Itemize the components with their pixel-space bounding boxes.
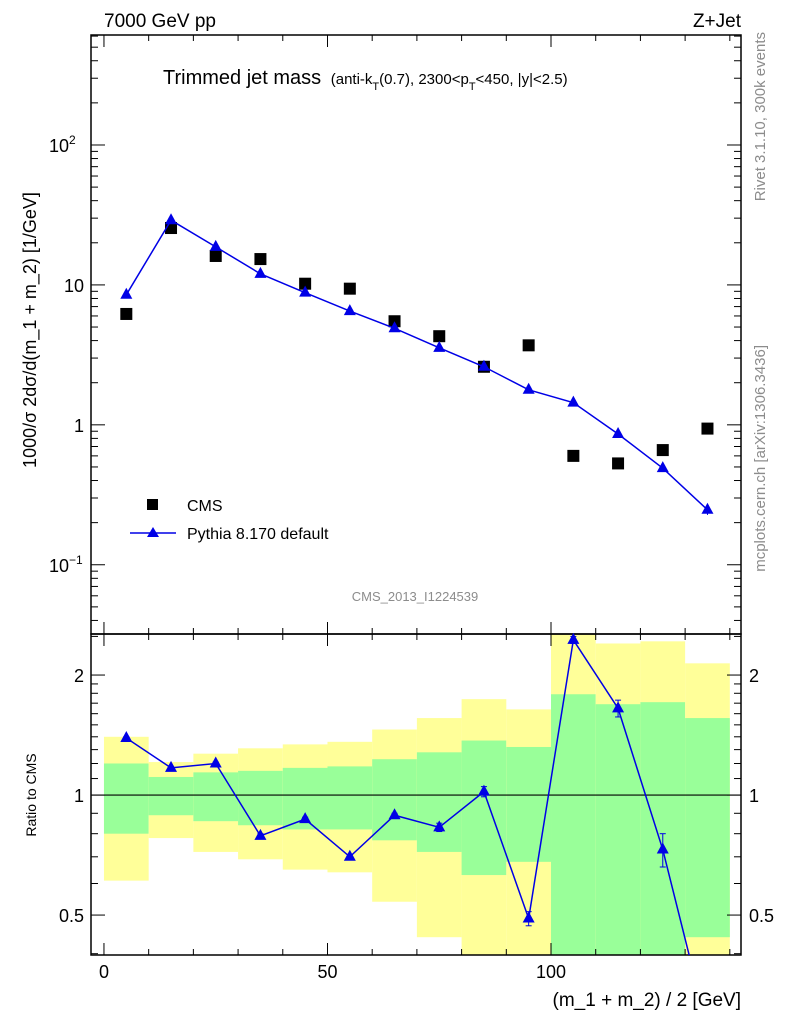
- y-tick-label: 102: [49, 133, 76, 156]
- pythia-point: [522, 382, 535, 394]
- stat-uncertainty-band: [685, 718, 730, 938]
- header-right: Z+Jet: [693, 11, 742, 32]
- ratio-point: [343, 849, 356, 861]
- pythia-point: [299, 285, 312, 297]
- pythia-point: [165, 213, 178, 225]
- y-axis-label: 1000/σ 2dσ/d(m_1 + m_2) [1/GeV]: [20, 192, 41, 468]
- pythia-point: [388, 321, 401, 333]
- stat-uncertainty-band: [595, 704, 641, 955]
- title-sub-2: (0.7), 2300<p: [379, 71, 469, 88]
- ratio-point: [299, 812, 312, 824]
- cms-data-point: [388, 315, 401, 328]
- legend-mc-label: Pythia 8.170 default: [187, 526, 329, 543]
- ratio-bands: [103, 634, 730, 955]
- cms-data-point: [209, 249, 222, 262]
- cms-data-point: [612, 457, 625, 470]
- ratio-point: [656, 842, 669, 854]
- pythia-point: [612, 426, 625, 438]
- ratio-y-tick-label: 1: [74, 786, 84, 806]
- stat-uncertainty-band: [327, 766, 373, 830]
- legend-cms-marker: [147, 499, 158, 510]
- pythia-point: [254, 266, 267, 278]
- y-tick-exponent: 2: [69, 133, 76, 147]
- stat-uncertainty-band: [551, 694, 596, 955]
- legend: CMS Pythia 8.170 default: [130, 498, 329, 543]
- x-tick-label: 50: [317, 962, 337, 982]
- pythia-point: [656, 461, 669, 473]
- stat-uncertainty-band: [238, 770, 283, 826]
- cms-data-point: [254, 253, 267, 266]
- ratio-y-tick-label: 2: [749, 666, 759, 686]
- mcplots-label: mcplots.cern.ch [arXiv:1306.3436]: [752, 345, 769, 572]
- cms-data-point: [567, 449, 580, 462]
- header-left: 7000 GeV pp: [104, 11, 216, 32]
- cms-data-point: [522, 339, 535, 352]
- y-tick-base: 10: [49, 136, 69, 156]
- pythia-point: [433, 340, 446, 352]
- x-axis-label: (m_1 + m_2) / 2 [GeV]: [553, 990, 742, 1011]
- cms-data-point: [120, 307, 133, 320]
- title-sub-0: (anti-k: [331, 71, 373, 88]
- stat-uncertainty-band: [506, 746, 552, 862]
- pythia-line: [125, 219, 708, 511]
- stat-uncertainty-band: [461, 740, 507, 876]
- ratio-point: [522, 911, 535, 923]
- x-tick-label: 100: [536, 962, 566, 982]
- ratio-point: [388, 808, 401, 820]
- main-frame: [90, 34, 742, 635]
- stat-uncertainty-band: [372, 759, 417, 841]
- stat-uncertainty-band: [193, 772, 239, 822]
- cms-data-point: [299, 277, 312, 290]
- ratio-point: [209, 756, 222, 768]
- ratio-point: [477, 784, 490, 796]
- pythia-point: [701, 502, 714, 514]
- ratio-point: [612, 701, 625, 713]
- y-tick-label: 10−1: [49, 553, 83, 576]
- legend-cms-label: CMS: [187, 498, 223, 515]
- y-tick-base: 10: [49, 556, 69, 576]
- ratio-point: [165, 760, 178, 772]
- pythia-point: [343, 304, 356, 316]
- title-sub-3: T: [469, 81, 476, 93]
- stat-uncertainty-band: [103, 763, 149, 834]
- ratio-y-tick-label: 2: [74, 666, 84, 686]
- y-tick-exponent: −1: [69, 553, 83, 567]
- stat-uncertainty-band: [148, 776, 194, 816]
- legend-mc-marker: [147, 527, 159, 537]
- ratio-y-tick-label: 0.5: [59, 906, 84, 926]
- y-tick-label: 1: [74, 416, 84, 436]
- pythia-point: [567, 395, 580, 407]
- rivet-label: Rivet 3.1.10, 300k events: [752, 32, 769, 201]
- pythia-point: [477, 359, 490, 371]
- ratio-point: [254, 828, 267, 840]
- analysis-id: CMS_2013_I1224539: [352, 589, 479, 604]
- title-sub-1: T: [372, 81, 379, 93]
- ratio-y-axis-label: Ratio to CMS: [23, 753, 39, 836]
- title-main: Trimmed jet mass: [163, 67, 321, 89]
- ratio-point: [120, 731, 133, 743]
- cms-data-point: [701, 422, 714, 435]
- ratio-point: [433, 820, 446, 832]
- stat-uncertainty-band: [640, 702, 686, 955]
- ratio-line: [125, 637, 690, 955]
- cms-data-point: [343, 282, 356, 295]
- pythia-point: [120, 287, 133, 299]
- x-tick-label: 0: [99, 962, 109, 982]
- pythia-point: [209, 239, 222, 251]
- chart-title: Trimmed jet mass (anti-kT(0.7), 2300<pT<…: [163, 67, 568, 93]
- cms-data-point: [433, 330, 446, 343]
- data-marks: [120, 213, 714, 955]
- ratio-y-tick-label: 1: [749, 786, 759, 806]
- y-tick-label: 10: [64, 276, 84, 296]
- stat-uncertainty-band: [416, 752, 462, 852]
- ratio-y-tick-label: 0.5: [749, 906, 774, 926]
- title-sub-4: <450, |y|<2.5): [476, 71, 568, 88]
- ratio-point: [567, 632, 580, 644]
- cms-data-point: [656, 444, 669, 457]
